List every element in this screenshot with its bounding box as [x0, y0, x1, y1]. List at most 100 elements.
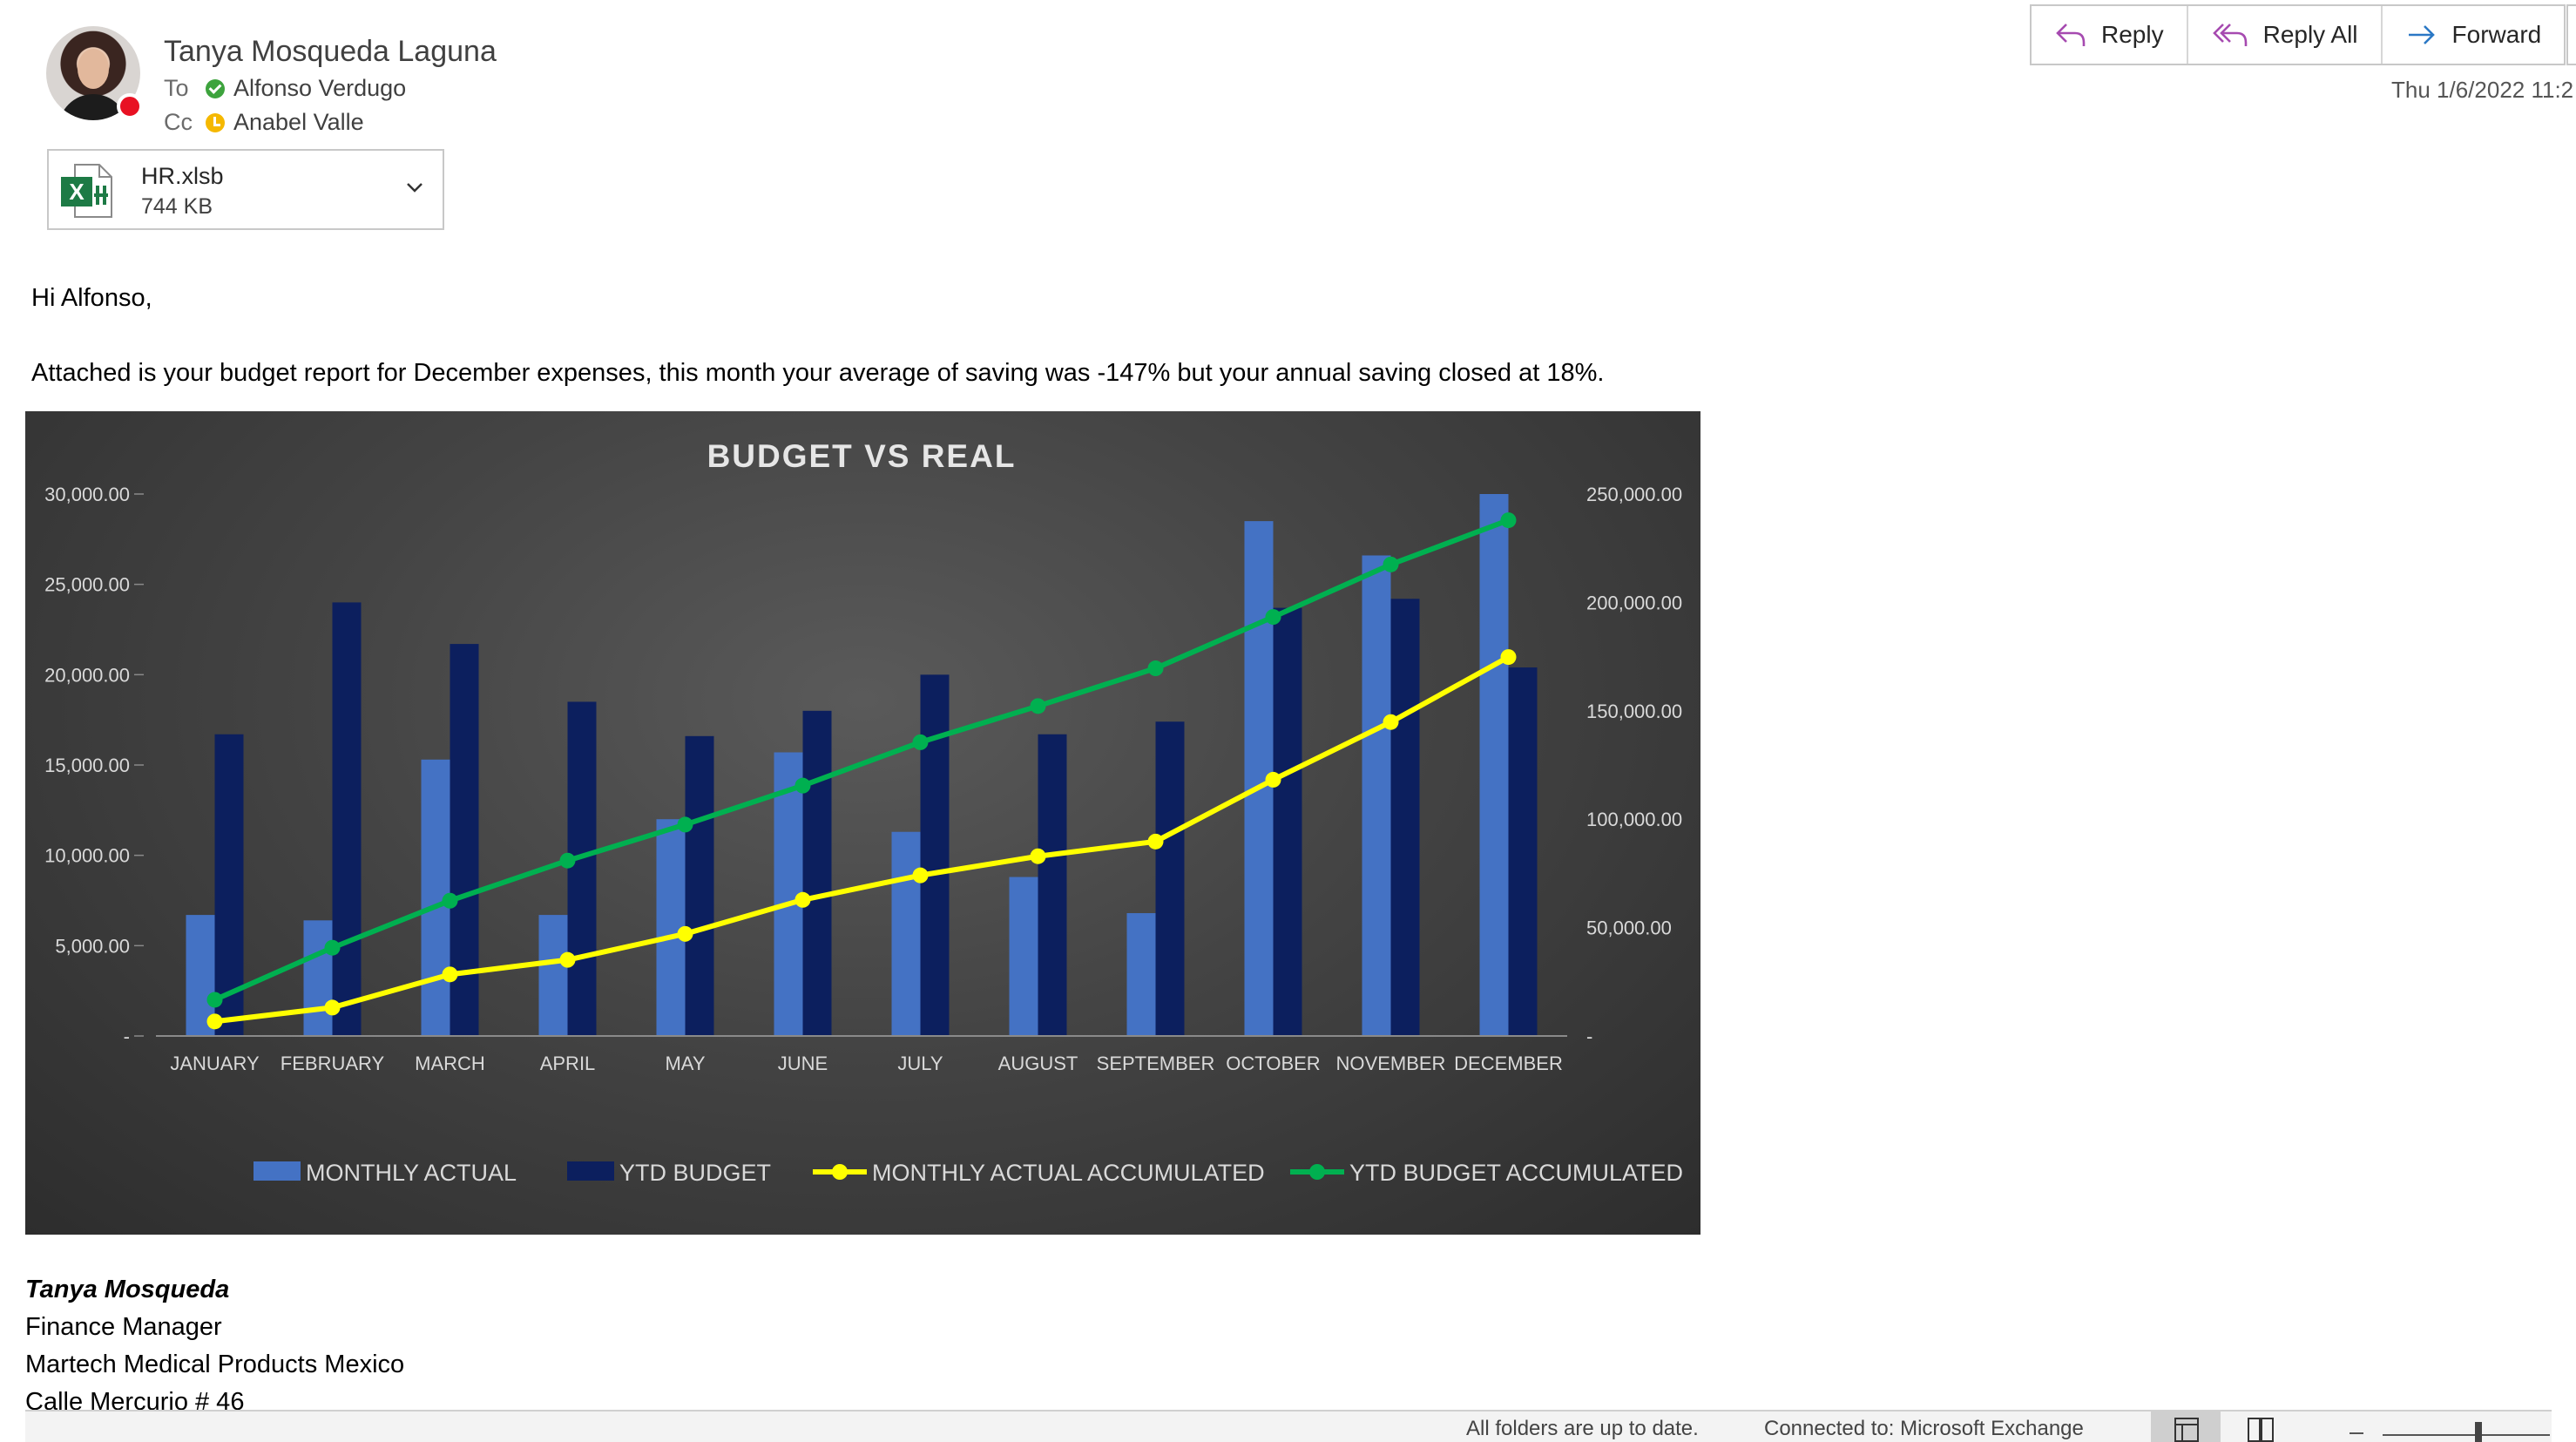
bar-ytd-budget [920, 674, 950, 1036]
presence-busy-icon [117, 93, 143, 119]
bar-ytd-budget [1273, 607, 1302, 1036]
cc-recipient[interactable]: Anabel Valle [233, 109, 364, 135]
reply-label: Reply [2101, 21, 2164, 48]
forward-label: Forward [2451, 21, 2542, 48]
forward-button[interactable]: Forward [2383, 6, 2565, 64]
normal-view-button[interactable] [2151, 1412, 2221, 1442]
legend-marker [1309, 1164, 1325, 1180]
more-actions-button[interactable] [2566, 4, 2576, 65]
reply-all-label: Reply All [2262, 21, 2358, 48]
sender-name[interactable]: Tanya Mosqueda Laguna [164, 35, 497, 68]
point-ytd-budget-accumulated [1030, 698, 1046, 714]
point-ytd-budget-accumulated [1265, 609, 1281, 626]
y-left-tick-label: 30,000.00 [44, 484, 130, 505]
bar-monthly-actual [1009, 877, 1038, 1036]
bar-monthly-actual [656, 819, 686, 1036]
bar-monthly-actual [1362, 555, 1391, 1036]
x-tick-label: SEPTEMBER [1097, 1053, 1215, 1074]
bar-ytd-budget [1155, 721, 1185, 1036]
signature-title: Finance Manager [25, 1313, 222, 1341]
legend-swatch [254, 1161, 301, 1181]
reply-button[interactable]: Reply [2032, 6, 2188, 64]
x-tick-label: AUGUST [998, 1053, 1078, 1074]
point-ytd-budget-accumulated [559, 852, 576, 869]
point-ytd-budget-accumulated [1147, 660, 1164, 677]
presence-away-icon [206, 112, 225, 132]
message-timestamp: Thu 1/6/2022 11:2 [2391, 77, 2574, 103]
connection-status: Connected to: Microsoft Exchange [1764, 1417, 2084, 1440]
cc-label: Cc [164, 109, 193, 135]
body-paragraph: Attached is your budget report for Decem… [31, 359, 1605, 387]
y-right-tick-label: 250,000.00 [1586, 484, 1682, 505]
status-bar: All folders are up to date. Connected to… [25, 1410, 2552, 1442]
reading-view-button[interactable] [2226, 1412, 2295, 1442]
legend-label: MONTHLY ACTUAL ACCUMULATED [872, 1160, 1265, 1186]
x-tick-label: NOVEMBER [1336, 1053, 1446, 1074]
legend-label: YTD BUDGET ACCUMULATED [1349, 1160, 1683, 1186]
point-monthly-actual-accumulated [324, 999, 341, 1016]
bar-ytd-budget [685, 735, 714, 1036]
point-monthly-actual-accumulated [912, 867, 929, 883]
y-left-tick-label: 5,000.00 [55, 935, 130, 957]
zoom-slider-track[interactable] [2383, 1434, 2550, 1436]
sync-status: All folders are up to date. [1466, 1417, 1699, 1440]
legend-marker [832, 1164, 848, 1180]
reply-all-button[interactable]: Reply All [2188, 6, 2383, 64]
y-right-tick-label: 50,000.00 [1586, 917, 1672, 939]
to-row: To Alfonso Verdugo [164, 75, 406, 102]
zoom-out-button[interactable] [2350, 1432, 2363, 1434]
chevron-down-icon[interactable] [402, 175, 427, 200]
x-tick-label: JUNE [778, 1053, 828, 1074]
bar-ytd-budget [214, 734, 244, 1036]
bar-monthly-actual [1126, 913, 1156, 1036]
excel-icon: X [61, 164, 112, 218]
reply-icon [2056, 24, 2086, 46]
point-ytd-budget-accumulated [1383, 556, 1399, 572]
presence-available-icon [206, 78, 225, 98]
bar-ytd-budget [802, 710, 832, 1036]
y-left-tick-label: - [124, 1026, 130, 1047]
point-monthly-actual-accumulated [206, 1013, 223, 1030]
x-tick-label: DECEMBER [1454, 1053, 1563, 1074]
y-right-tick-label: 200,000.00 [1586, 592, 1682, 613]
point-ytd-budget-accumulated [442, 892, 458, 909]
x-tick-label: MAY [665, 1053, 705, 1074]
chart-canvas: BUDGET VS REAL - 5,000.00 10,000.00 15,000.… [44, 438, 1683, 1186]
attachment-card[interactable]: X HR.xlsb 744 KB [47, 149, 444, 230]
bar-monthly-actual [303, 920, 333, 1036]
budget-chart: BUDGET VS REAL - 5,000.00 10,000.00 15,000.… [25, 411, 1700, 1235]
greeting: Hi Alfonso, [31, 284, 152, 312]
line-monthly-actual-accumulated [214, 654, 1510, 1025]
x-tick-label: JULY [897, 1053, 943, 1074]
x-tick-label: JANUARY [170, 1053, 260, 1074]
point-monthly-actual-accumulated [1030, 848, 1046, 864]
to-recipient[interactable]: Alfonso Verdugo [233, 75, 407, 101]
chart-title: BUDGET VS REAL [707, 438, 1017, 474]
signature-company: Martech Medical Products Mexico [25, 1351, 405, 1378]
bar-ytd-budget [1508, 667, 1538, 1036]
y-left-tick-label: 25,000.00 [44, 574, 130, 596]
y-right-tick-label: 100,000.00 [1586, 809, 1682, 830]
y-right-tick-label: 150,000.00 [1586, 701, 1682, 722]
x-tick-label: APRIL [540, 1053, 596, 1074]
point-ytd-budget-accumulated [677, 816, 693, 833]
normal-view-icon [2174, 1418, 2199, 1442]
bar-monthly-actual [538, 915, 568, 1036]
cc-row: Cc Anabel Valle [164, 109, 364, 136]
point-monthly-actual-accumulated [1383, 714, 1399, 730]
y-right-tick-label: - [1586, 1026, 1592, 1047]
sender-avatar[interactable] [46, 26, 140, 120]
bar-monthly-actual [1479, 494, 1509, 1036]
point-monthly-actual-accumulated [442, 966, 458, 983]
point-monthly-actual-accumulated [1265, 771, 1281, 788]
point-ytd-budget-accumulated [324, 939, 341, 956]
point-monthly-actual-accumulated [1147, 833, 1164, 850]
legend-swatch [567, 1161, 614, 1181]
point-ytd-budget-accumulated [794, 777, 811, 794]
avatar-face [78, 49, 109, 89]
point-monthly-actual-accumulated [559, 951, 576, 968]
zoom-slider-thumb[interactable] [2475, 1422, 2482, 1442]
message-actions: Reply Reply All Forward [2030, 4, 2566, 65]
x-tick-label: FEBRUARY [281, 1053, 385, 1074]
y-left-tick-label: 20,000.00 [44, 664, 130, 686]
